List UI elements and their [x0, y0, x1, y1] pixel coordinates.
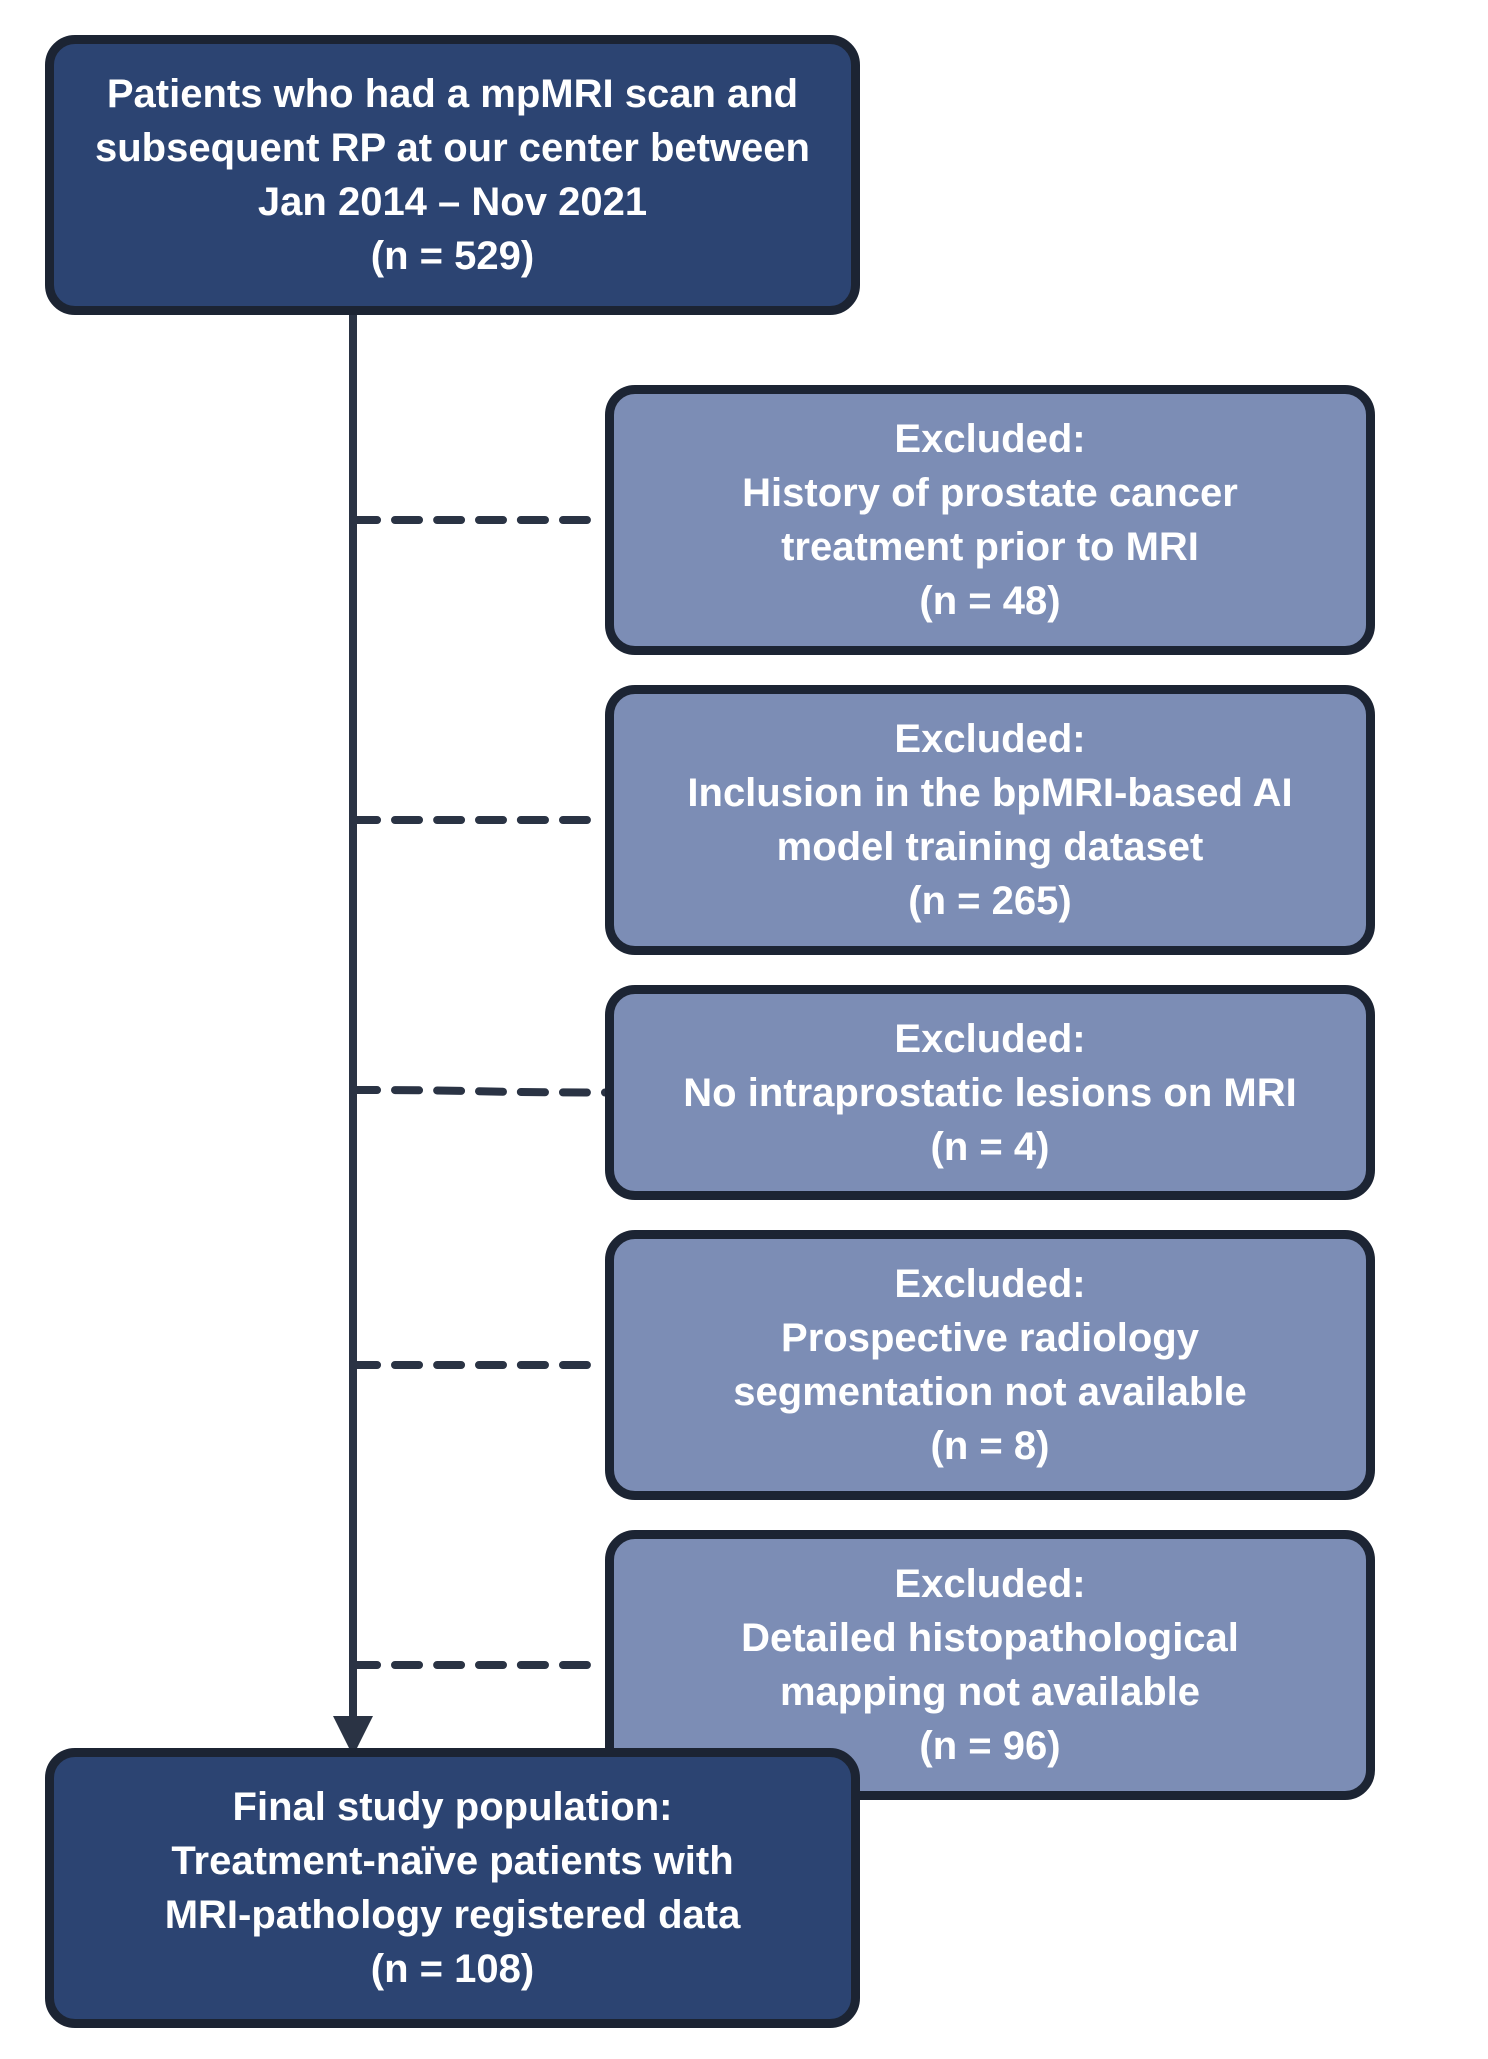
node-line: segmentation not available: [642, 1365, 1338, 1419]
node-line: Patients who had a mpMRI scan and: [82, 67, 823, 121]
node-line: (n = 529): [82, 229, 823, 283]
node-line: No intraprostatic lesions on MRI: [642, 1066, 1338, 1120]
node-ex4: Excluded:Prospective radiologysegmentati…: [605, 1230, 1375, 1500]
node-line: Excluded:: [642, 412, 1338, 466]
node-line: History of prostate cancer: [642, 466, 1338, 520]
node-line: Inclusion in the bpMRI-based AI: [642, 766, 1338, 820]
node-line: Treatment-naïve patients with: [82, 1834, 823, 1888]
node-line: Jan 2014 – Nov 2021: [82, 175, 823, 229]
node-line: Detailed histopathological: [642, 1611, 1338, 1665]
node-line: Excluded:: [642, 1012, 1338, 1066]
node-line: Final study population:: [82, 1780, 823, 1834]
node-line: (n = 4): [642, 1120, 1338, 1174]
node-ex1: Excluded:History of prostate cancertreat…: [605, 385, 1375, 655]
node-line: Excluded:: [642, 712, 1338, 766]
node-line: mapping not available: [642, 1665, 1338, 1719]
node-line: MRI-pathology registered data: [82, 1888, 823, 1942]
node-line: model training dataset: [642, 820, 1338, 874]
node-line: (n = 48): [642, 574, 1338, 628]
node-line: Prospective radiology: [642, 1311, 1338, 1365]
node-ex3: Excluded:No intraprostatic lesions on MR…: [605, 985, 1375, 1200]
node-line: treatment prior to MRI: [642, 520, 1338, 574]
node-line: Excluded:: [642, 1257, 1338, 1311]
node-line: (n = 8): [642, 1419, 1338, 1473]
flowchart-stage: Patients who had a mpMRI scan andsubsequ…: [0, 0, 1488, 2059]
node-line: (n = 265): [642, 874, 1338, 928]
node-line: Excluded:: [642, 1557, 1338, 1611]
node-final: Final study population:Treatment-naïve p…: [45, 1748, 860, 2028]
node-line: subsequent RP at our center between: [82, 121, 823, 175]
node-ex2: Excluded:Inclusion in the bpMRI-based AI…: [605, 685, 1375, 955]
node-line: (n = 108): [82, 1942, 823, 1996]
node-start: Patients who had a mpMRI scan andsubsequ…: [45, 35, 860, 315]
